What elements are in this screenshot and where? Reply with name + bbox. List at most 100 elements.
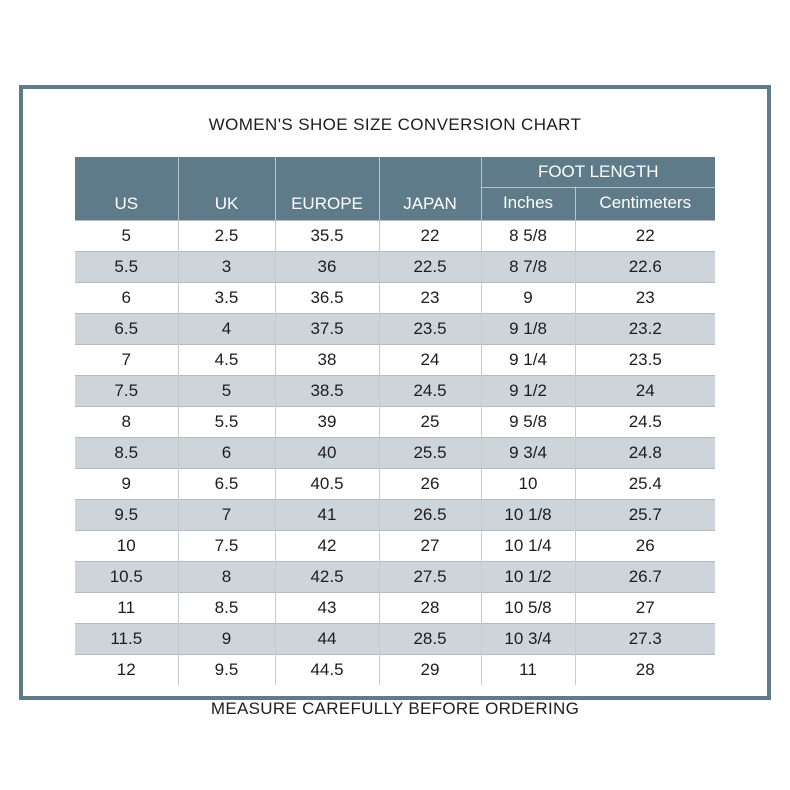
conversion-table: US UK EUROPE JAPAN FOOT LENGTH Inches Ce… [75, 157, 715, 685]
table-cell-us: 6 [75, 282, 178, 314]
header-europe: EUROPE [274, 157, 379, 221]
table-cell-inches: 10 1/4 [480, 530, 575, 562]
table-cell-europe: 39 [274, 406, 379, 438]
table-cell-europe: 35.5 [274, 220, 379, 252]
table-row: 5.5 3 36 22.5 8 7/8 22.6 [75, 251, 715, 283]
table-cell-uk: 7.5 [177, 530, 275, 562]
table-cell-inches: 9 3/4 [480, 437, 575, 469]
table-cell-us: 8 [75, 406, 178, 438]
table-cell-us: 12 [75, 654, 178, 685]
table-cell-japan: 26 [378, 468, 481, 500]
table-header: US UK EUROPE JAPAN FOOT LENGTH Inches Ce… [75, 157, 715, 221]
header-uk: UK [177, 157, 275, 221]
table-row: 11.5 9 44 28.5 10 3/4 27.3 [75, 623, 715, 655]
table-cell-europe: 44.5 [274, 654, 379, 685]
header-row-sub: Inches Centimeters [75, 187, 715, 221]
table-cell-europe: 36.5 [274, 282, 379, 314]
table-cell-europe: 40.5 [274, 468, 379, 500]
table-cell-inches: 10 5/8 [480, 592, 575, 624]
table-cell-centimeters: 22 [574, 220, 715, 252]
table-cell-japan: 24.5 [378, 375, 481, 407]
table-cell-centimeters: 28 [574, 654, 715, 685]
table-cell-europe: 42.5 [274, 561, 379, 593]
table-row: 6.5 4 37.5 23.5 9 1/8 23.2 [75, 313, 715, 345]
table-cell-japan: 27.5 [378, 561, 481, 593]
table-cell-uk: 3 [177, 251, 275, 283]
table-cell-japan: 22 [378, 220, 481, 252]
table-cell-centimeters: 25.4 [574, 468, 715, 500]
table-cell-europe: 44 [274, 623, 379, 655]
table-cell-europe: 42 [274, 530, 379, 562]
table-row: 6 3.5 36.5 23 9 23 [75, 282, 715, 314]
table-cell-japan: 25 [378, 406, 481, 438]
table-cell-uk: 3.5 [177, 282, 275, 314]
header-centimeters: Centimeters [574, 187, 715, 221]
table-cell-us: 8.5 [75, 437, 178, 469]
table-cell-inches: 10 1/8 [480, 499, 575, 531]
table-cell-centimeters: 26.7 [574, 561, 715, 593]
table-row: 10.5 8 42.5 27.5 10 1/2 26.7 [75, 561, 715, 593]
header-row-top: US UK EUROPE JAPAN FOOT LENGTH [75, 157, 715, 221]
table-cell-japan: 27 [378, 530, 481, 562]
table-cell-us: 11 [75, 592, 178, 624]
table-row: 8.5 6 40 25.5 9 3/4 24.8 [75, 437, 715, 469]
table-row: 9.5 7 41 26.5 10 1/8 25.7 [75, 499, 715, 531]
header-inches: Inches [480, 187, 575, 221]
table-cell-japan: 28 [378, 592, 481, 624]
table-cell-us: 5.5 [75, 251, 178, 283]
table-row: 7 4.5 38 24 9 1/4 23.5 [75, 344, 715, 376]
table-cell-europe: 38.5 [274, 375, 379, 407]
table-cell-inches: 10 [480, 468, 575, 500]
table-cell-japan: 23 [378, 282, 481, 314]
table-row: 5 2.5 35.5 22 8 5/8 22 [75, 220, 715, 252]
page-title: WOMEN'S SHOE SIZE CONVERSION CHART [208, 115, 582, 134]
table-cell-europe: 38 [274, 344, 379, 376]
table-cell-us: 11.5 [75, 623, 178, 655]
table-cell-inches: 9 1/2 [480, 375, 575, 407]
table-row: 10 7.5 42 27 10 1/4 26 [75, 530, 715, 562]
table-cell-centimeters: 27 [574, 592, 715, 624]
table-cell-japan: 24 [378, 344, 481, 376]
table-cell-inches: 10 3/4 [480, 623, 575, 655]
table-cell-europe: 41 [274, 499, 379, 531]
table-cell-inches: 9 [480, 282, 575, 314]
table-cell-centimeters: 23.5 [574, 344, 715, 376]
table-cell-us: 6.5 [75, 313, 178, 345]
table-cell-centimeters: 23 [574, 282, 715, 314]
table-cell-centimeters: 24.5 [574, 406, 715, 438]
table-cell-uk: 7 [177, 499, 275, 531]
table-cell-uk: 9 [177, 623, 275, 655]
table-cell-uk: 5 [177, 375, 275, 407]
chart-frame: WOMEN'S SHOE SIZE CONVERSION CHART US UK… [19, 85, 771, 718]
table-row: 7.5 5 38.5 24.5 9 1/2 24 [75, 375, 715, 407]
table-cell-uk: 4 [177, 313, 275, 345]
table-cell-japan: 29 [378, 654, 481, 685]
table-cell-inches: 11 [480, 654, 575, 685]
table-cell-centimeters: 27.3 [574, 623, 715, 655]
table-cell-uk: 8 [177, 561, 275, 593]
table-cell-europe: 37.5 [274, 313, 379, 345]
table-cell-japan: 25.5 [378, 437, 481, 469]
table-cell-centimeters: 24.8 [574, 437, 715, 469]
table-cell-centimeters: 25.7 [574, 499, 715, 531]
table-row: 12 9.5 44.5 29 11 28 [75, 654, 715, 685]
table-cell-centimeters: 23.2 [574, 313, 715, 345]
table-cell-us: 7 [75, 344, 178, 376]
table-cell-uk: 2.5 [177, 220, 275, 252]
header-us: US [75, 157, 178, 221]
table-cell-inches: 10 1/2 [480, 561, 575, 593]
header-japan: JAPAN [378, 157, 481, 221]
table-cell-japan: 22.5 [378, 251, 481, 283]
table-cell-us: 9.5 [75, 499, 178, 531]
table-cell-inches: 9 1/8 [480, 313, 575, 345]
table-cell-centimeters: 24 [574, 375, 715, 407]
table-cell-uk: 6 [177, 437, 275, 469]
header-foot-length: FOOT LENGTH [480, 157, 715, 189]
table-cell-us: 10 [75, 530, 178, 562]
table-cell-us: 10.5 [75, 561, 178, 593]
table-cell-japan: 23.5 [378, 313, 481, 345]
table-cell-inches: 8 5/8 [480, 220, 575, 252]
footer-note: MEASURE CAREFULLY BEFORE ORDERING [210, 699, 580, 718]
table-cell-uk: 9.5 [177, 654, 275, 685]
table-row: 11 8.5 43 28 10 5/8 27 [75, 592, 715, 624]
